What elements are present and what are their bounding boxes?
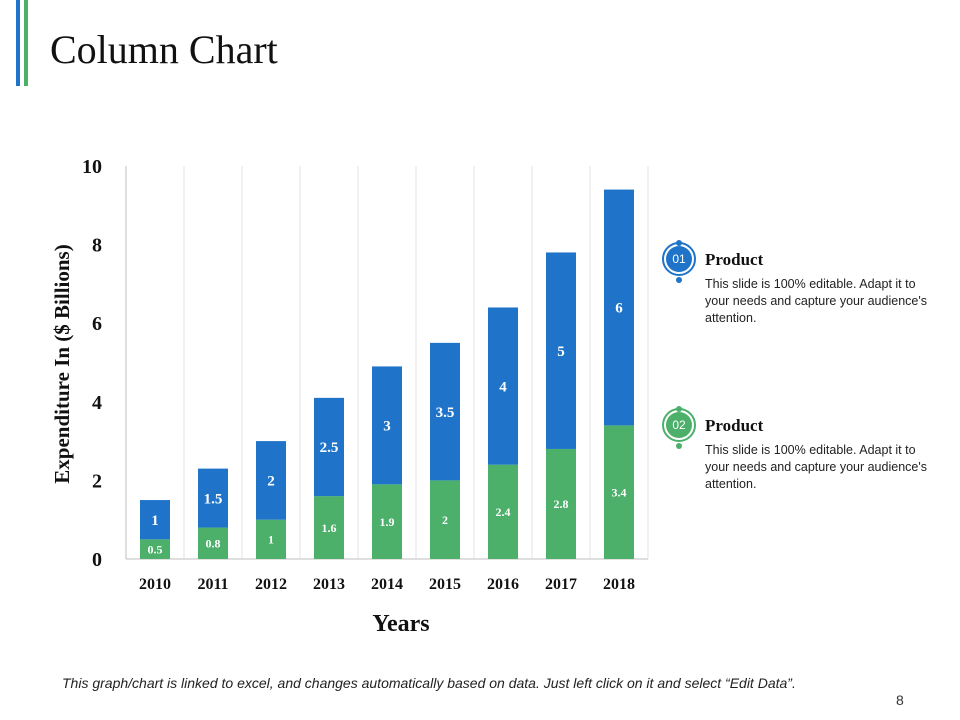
data-label: 2.8	[554, 497, 569, 511]
data-label: 5	[557, 344, 565, 360]
data-label: 1	[268, 533, 274, 547]
bar-segment-blue	[488, 307, 518, 465]
bar-segment-green	[140, 539, 170, 559]
bar-segment-blue	[256, 441, 286, 520]
data-label: 1.9	[380, 515, 395, 529]
data-label: 1	[151, 513, 159, 529]
bar-segment-green	[430, 480, 460, 559]
page-number: 8	[896, 692, 904, 708]
bar-segment-blue	[604, 189, 634, 426]
bar-segment-blue	[140, 500, 170, 540]
bar-segment-blue	[314, 397, 344, 497]
footer-note: This graph/chart is linked to excel, and…	[62, 675, 796, 691]
title-accent-bar-green	[24, 0, 28, 86]
bar-segment-green	[488, 464, 518, 559]
data-label: 2.4	[496, 505, 511, 519]
x-tick-label: 2015	[429, 576, 461, 593]
y-tick-label: 8	[92, 235, 102, 257]
bar-segment-blue	[430, 342, 460, 481]
bar-segment-blue	[198, 468, 228, 528]
x-tick-label: 2011	[197, 576, 228, 593]
bar-segment-blue	[372, 366, 402, 485]
x-tick-label: 2013	[313, 576, 345, 593]
title-accent-bar-blue	[16, 0, 20, 86]
data-label: 2	[442, 513, 448, 527]
data-label: 0.8	[206, 536, 221, 550]
bar-segment-blue	[546, 252, 576, 449]
bar-segment-green	[314, 496, 344, 559]
bar-segment-green	[372, 484, 402, 559]
legend-badge-02: 02	[666, 412, 692, 438]
legend-text-01: This slide is 100% editable. Adapt it to…	[705, 277, 927, 325]
legend-badge-01: 01	[666, 246, 692, 272]
x-tick-label: 2018	[603, 576, 635, 593]
y-tick-label: 10	[82, 156, 102, 178]
legend-title-02: Product	[705, 416, 764, 435]
y-tick-label: 4	[92, 392, 102, 414]
x-tick-label: 2014	[371, 576, 403, 593]
x-tick-label: 2016	[487, 576, 519, 593]
data-label: 0.5	[148, 542, 163, 556]
bar-segment-green	[198, 527, 228, 559]
x-tick-label: 2012	[255, 576, 287, 593]
y-axis-title: Expenditure In ($ Billions)	[50, 244, 74, 483]
x-tick-label: 2017	[545, 576, 577, 593]
page-title: Column Chart	[50, 27, 278, 72]
data-label: 6	[615, 301, 623, 317]
data-label: 3.4	[612, 485, 627, 499]
badge-02-icon: 02	[660, 406, 702, 449]
x-axis-title: Years	[372, 611, 429, 637]
legend-title-01: Product	[705, 250, 764, 269]
data-label: 3.5	[436, 405, 455, 421]
data-label: 1.6	[322, 521, 337, 535]
y-tick-label: 2	[92, 470, 102, 492]
x-tick-label: 2010	[139, 576, 171, 593]
data-label: 2	[267, 474, 275, 490]
bar-segment-green	[546, 448, 576, 559]
data-label: 3	[383, 419, 391, 435]
data-label: 1.5	[204, 491, 223, 507]
badge-01-icon: 01	[660, 240, 702, 283]
legend-text-02: This slide is 100% editable. Adapt it to…	[705, 443, 927, 491]
y-tick-label: 6	[92, 313, 102, 335]
bar-segment-green	[604, 425, 634, 559]
data-label: 2.5	[320, 440, 339, 456]
bar-segment-green	[256, 519, 286, 559]
data-label: 4	[499, 379, 507, 395]
y-tick-label: 0	[92, 549, 102, 571]
